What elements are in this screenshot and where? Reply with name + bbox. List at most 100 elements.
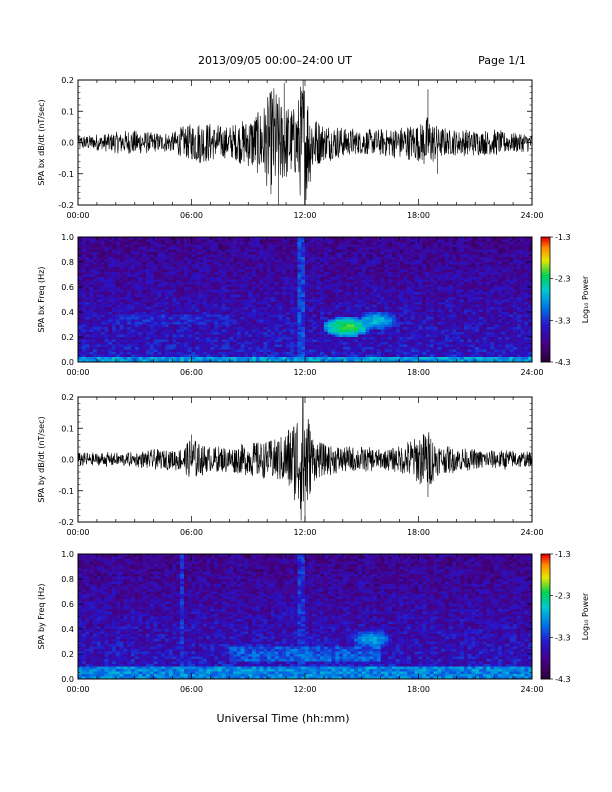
heatmap-cell (444, 289, 450, 293)
heatmap-cell (130, 309, 136, 313)
heatmap-cell (161, 264, 166, 268)
heatmap-cell (112, 329, 117, 333)
heatmap-cell (115, 267, 120, 270)
heatmap-cell (384, 242, 389, 245)
heatmap-cell (308, 294, 313, 298)
heatmap-cell (225, 314, 230, 318)
heatmap-cell (195, 332, 200, 335)
heatmap-cell (183, 292, 189, 295)
heatmap-cell (225, 287, 230, 290)
heatmap-cell (236, 254, 241, 258)
heatmap-cell (399, 297, 404, 300)
heatmap-cell (410, 247, 416, 250)
heatmap-cell (376, 239, 381, 243)
heatmap-cell (274, 322, 279, 325)
heatmap-cell (414, 282, 419, 285)
heatmap-cell (316, 302, 321, 305)
heatmap-cell (206, 279, 211, 283)
heatmap-cell (138, 267, 143, 270)
heatmap-cell (346, 284, 351, 288)
heatmap-cell (134, 284, 139, 288)
heatmap-cell (161, 257, 166, 260)
heatmap-cell (376, 309, 381, 313)
heatmap-cell (350, 252, 355, 255)
heatmap-cell (513, 247, 518, 250)
heatmap-cell (195, 334, 200, 338)
heatmap-cell (187, 272, 192, 275)
heatmap-cell (252, 272, 257, 275)
heatmap-cell (206, 244, 211, 248)
heatmap-cell (392, 329, 397, 333)
heatmap-cell (305, 244, 310, 248)
heatmap-cell (255, 282, 260, 285)
heatmap-cell (327, 264, 332, 268)
heatmap-cell (312, 242, 317, 245)
heatmap-cell (505, 264, 510, 268)
heatmap-cell (395, 297, 400, 300)
heatmap-cell (460, 239, 465, 243)
heatmap-cell (267, 242, 272, 245)
heatmap-cell (320, 254, 325, 258)
x-tick-label: 18:00 (407, 211, 430, 220)
heatmap-cell (259, 312, 264, 315)
heatmap-cell (339, 319, 344, 323)
heatmap-cell (380, 274, 385, 278)
heatmap-cell (130, 337, 136, 340)
heatmap-cell (463, 287, 468, 290)
heatmap-cell (357, 299, 363, 303)
heatmap-cell (471, 247, 476, 250)
heatmap-cell (323, 334, 328, 338)
heatmap-cell (278, 272, 283, 275)
heatmap-cell (312, 282, 317, 285)
heatmap-cell (376, 322, 381, 325)
heatmap-cell (206, 302, 211, 305)
heatmap-cell (479, 254, 484, 258)
heatmap-cell (146, 294, 151, 298)
heatmap-cell (199, 302, 204, 305)
heatmap-cell (142, 292, 147, 295)
heatmap-cell (123, 327, 128, 330)
heatmap-cell (229, 249, 234, 253)
heatmap-cell (429, 244, 434, 248)
heatmap-cell (471, 257, 476, 260)
heatmap-cell (482, 277, 487, 280)
heatmap-cell (422, 267, 427, 270)
heatmap-cell (176, 289, 181, 293)
heatmap-cell (471, 297, 476, 300)
heatmap-cell (475, 314, 480, 318)
heatmap-cell (479, 327, 484, 330)
heatmap-cell (369, 244, 374, 248)
heatmap-cell (426, 294, 431, 298)
heatmap-cell (497, 332, 503, 335)
heatmap-cell (127, 272, 132, 275)
heatmap-cell (308, 269, 313, 273)
heatmap-cell (289, 284, 294, 288)
heatmap-cell (505, 284, 510, 288)
heatmap-cell (267, 292, 272, 295)
heatmap-cell (513, 289, 518, 293)
heatmap-cell (437, 269, 442, 273)
heatmap-cell (229, 289, 234, 293)
heatmap-cell (252, 322, 257, 325)
heatmap-cell (183, 304, 189, 308)
heatmap-cell (305, 237, 310, 240)
heatmap-cell (138, 242, 143, 245)
heatmap-cell (384, 267, 389, 270)
heatmap-cell (244, 287, 249, 290)
heatmap-cell (403, 272, 408, 275)
heatmap-cell (384, 262, 389, 265)
heatmap-cell (149, 279, 154, 283)
heatmap-cell (441, 237, 446, 240)
heatmap-cell (297, 272, 302, 275)
heatmap-cell (127, 284, 132, 288)
heatmap-cell (335, 272, 340, 275)
heatmap-cell (475, 254, 480, 258)
heatmap-cell (308, 257, 313, 260)
heatmap-cell (346, 327, 351, 330)
heatmap-cell (176, 332, 181, 335)
heatmap-cell (100, 312, 105, 315)
heatmap-cell (168, 324, 173, 328)
heatmap-cell (305, 302, 310, 305)
heatmap-cell (85, 274, 90, 278)
heatmap-cell (475, 307, 480, 310)
